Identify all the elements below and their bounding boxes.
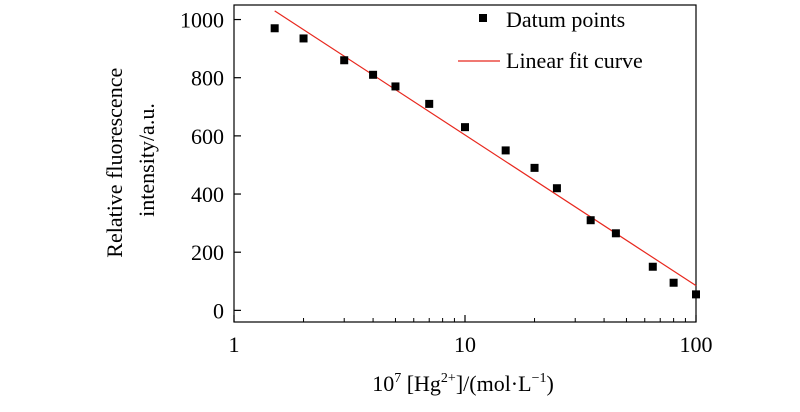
y-tick-label: 600 [191, 124, 224, 149]
x-tick-label: 1 [229, 332, 240, 357]
y-tick-label: 1000 [180, 8, 224, 33]
y-axis-title: Relative fluorescence intensity/a.u. [102, 62, 159, 257]
x-axis-title: 107 [Hg2+]/(mol·L−1) [372, 371, 554, 396]
y-axis-title-line-2: intensity/a.u. [134, 103, 159, 217]
data-point [391, 82, 400, 91]
y-axis-ticks: 0 200 400 600 800 1000 [180, 8, 241, 323]
data-point [648, 262, 657, 271]
data-point [530, 163, 539, 172]
y-tick-label: 800 [191, 66, 224, 91]
x-tick-label: 100 [680, 332, 713, 357]
data-point [611, 229, 620, 238]
legend-label-linear-fit: Linear fit curve [506, 48, 643, 73]
legend-label-datum-points: Datum points [506, 7, 625, 32]
data-point [340, 56, 349, 65]
data-point [552, 184, 561, 193]
data-point [501, 146, 510, 155]
data-point [270, 24, 279, 33]
x-tick-label: 10 [454, 332, 476, 357]
data-point [299, 34, 308, 43]
y-tick-label: 200 [191, 240, 224, 265]
data-point [369, 70, 378, 79]
y-tick-label: 0 [213, 298, 224, 323]
x-axis-ticks: 1 10 100 [229, 315, 713, 357]
data-point [425, 99, 434, 108]
data-point [669, 278, 678, 287]
data-point [692, 290, 700, 299]
legend-marker-datum-points [479, 14, 487, 22]
data-point [586, 216, 595, 225]
data-point [461, 123, 469, 132]
y-axis-title-line-1: Relative fluorescence [102, 68, 127, 258]
legend: Datum points Linear fit curve [458, 7, 643, 73]
y-tick-label: 400 [191, 182, 224, 207]
points-layer [270, 24, 700, 299]
